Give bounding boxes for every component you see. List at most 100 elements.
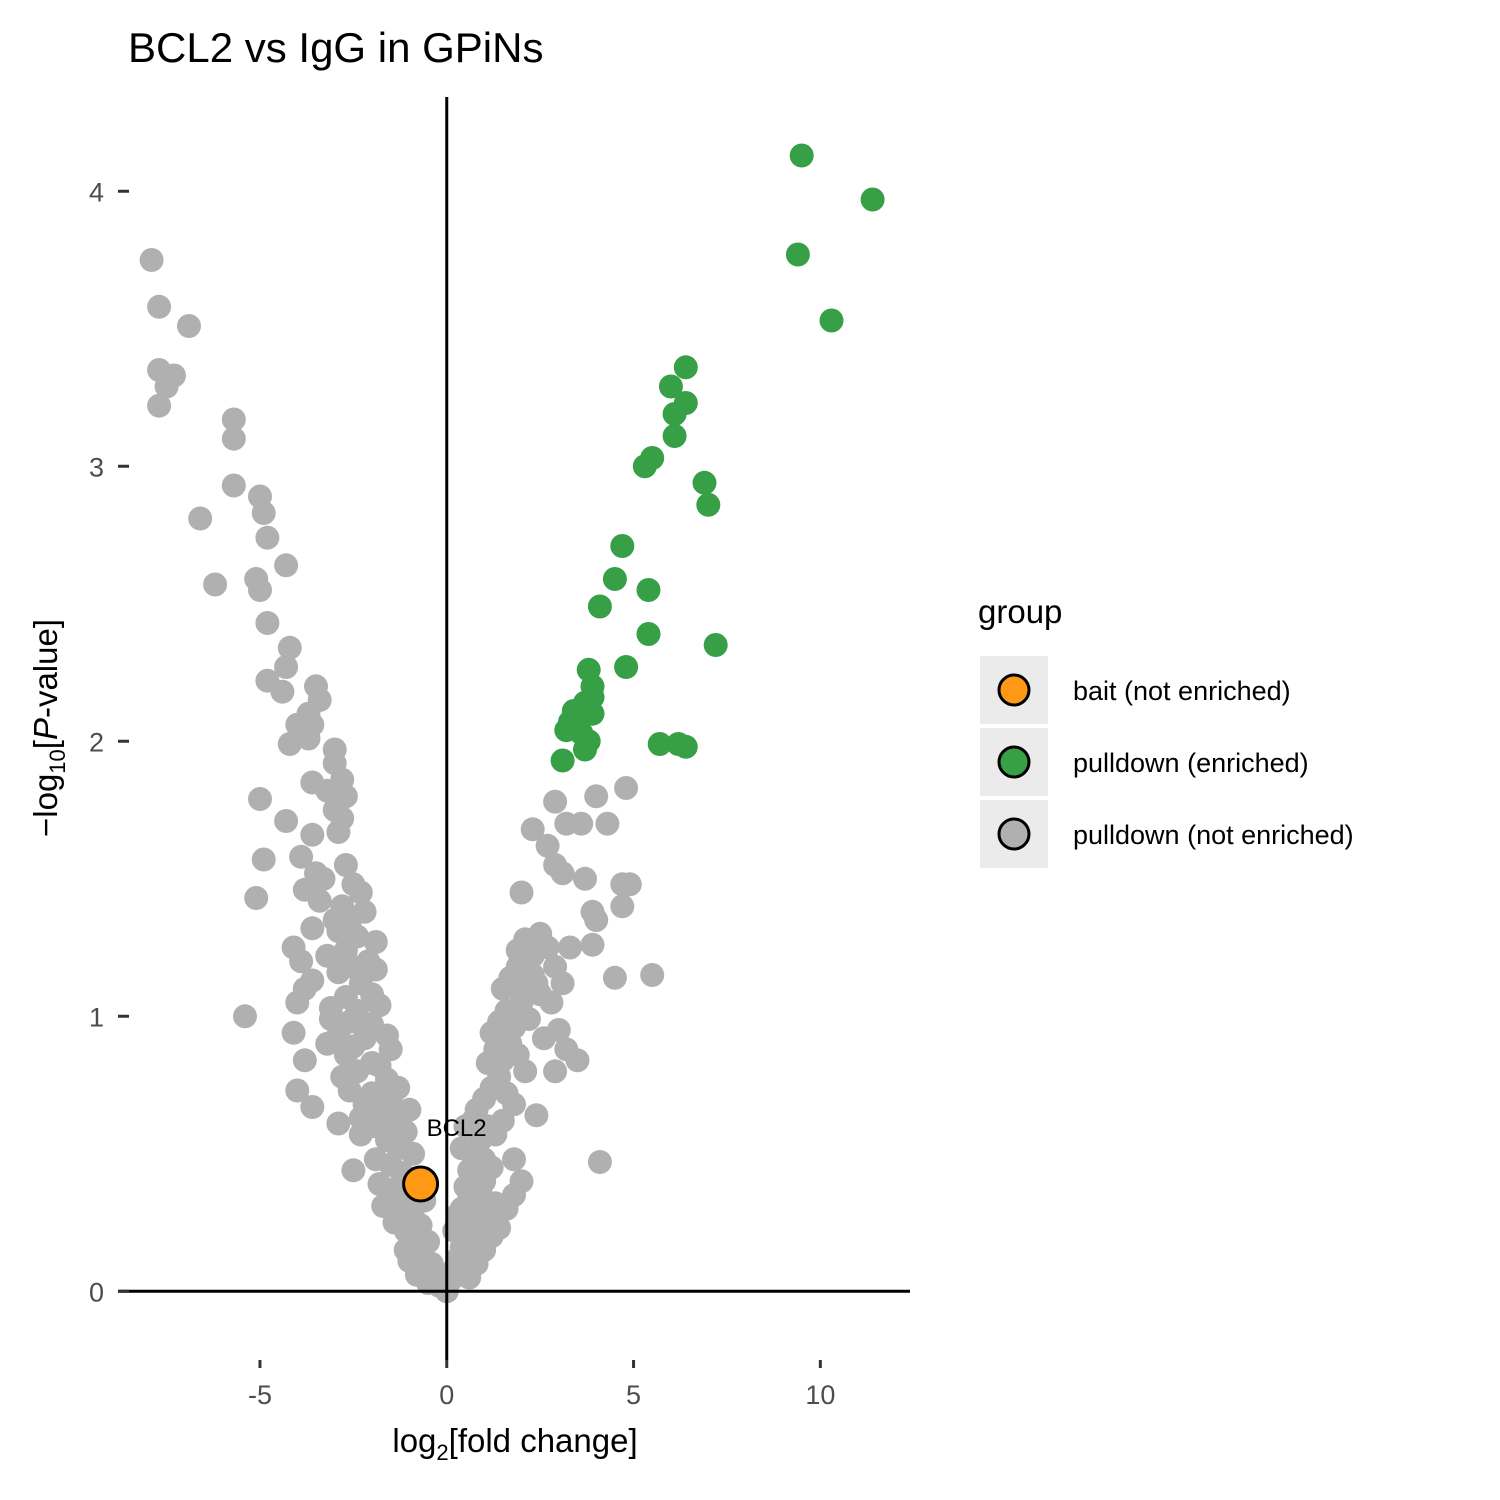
point-pulldown-not-enriched	[251, 847, 276, 872]
point-pulldown-not-enriched	[535, 935, 560, 960]
point-pulldown-not-enriched	[587, 1150, 612, 1174]
y-axis-title: −log10[P-value]	[27, 619, 70, 837]
point-pulldown-enriched	[785, 242, 810, 267]
point-pulldown-enriched	[632, 454, 657, 479]
point-pulldown-not-enriched	[520, 817, 545, 842]
y-tick-label: 2	[89, 727, 104, 757]
point-pulldown-not-enriched	[460, 1108, 485, 1133]
point-pulldown-not-enriched	[502, 1147, 526, 1172]
point-pulldown-not-enriched	[367, 993, 392, 1018]
point-pulldown-not-enriched	[363, 930, 388, 954]
point-pulldown-enriched	[860, 187, 885, 212]
y-tick-label: 4	[89, 177, 104, 207]
point-pulldown-not-enriched	[285, 990, 310, 1015]
point-pulldown-enriched	[573, 737, 597, 762]
point-pulldown-not-enriched	[573, 866, 597, 891]
point-pulldown-not-enriched	[188, 506, 213, 531]
reference-lines	[118, 97, 910, 1360]
point-pulldown-not-enriched	[147, 294, 172, 319]
point-pulldown-enriched	[602, 567, 627, 591]
point-pulldown-not-enriched	[326, 820, 351, 844]
point-pulldown-not-enriched	[565, 1048, 590, 1073]
point-pulldown-not-enriched	[315, 778, 340, 803]
point-pulldown-not-enriched	[255, 525, 280, 550]
point-pulldown-not-enriched	[348, 1122, 373, 1147]
point-pulldown-not-enriched	[326, 960, 351, 985]
point-pulldown-not-enriched	[524, 971, 549, 996]
point-pulldown-not-enriched	[311, 866, 336, 891]
x-axis-title: log2[fold change]	[392, 1422, 637, 1465]
point-pulldown-enriched	[658, 374, 683, 399]
point-pulldown-enriched	[673, 734, 698, 759]
point-pulldown-not-enriched	[274, 553, 299, 578]
point-pulldown-not-enriched	[595, 811, 620, 836]
point-pulldown-not-enriched	[580, 932, 605, 957]
legend-key-dot	[997, 745, 1031, 779]
point-pulldown-not-enriched	[610, 894, 635, 919]
point-pulldown-not-enriched	[296, 726, 321, 751]
point-pulldown-not-enriched	[602, 965, 627, 990]
x-tick-label: 10	[805, 1380, 835, 1410]
point-pulldown-not-enriched	[244, 886, 269, 910]
point-pulldown-not-enriched	[617, 872, 642, 897]
point-pulldown-enriched	[673, 355, 698, 380]
point-pulldown-not-enriched	[251, 501, 276, 525]
chart-title: BCL2 vs IgG in GPiNs	[128, 24, 543, 71]
point-pulldown-not-enriched	[558, 935, 582, 960]
point-pulldown-not-enriched	[300, 1095, 325, 1119]
point-pulldown-not-enriched	[289, 949, 314, 974]
point-pulldown-not-enriched	[270, 679, 295, 704]
bait-annotation: BCL2	[427, 1115, 487, 1142]
legend-key-dot	[997, 673, 1031, 707]
point-pulldown-not-enriched	[449, 1136, 474, 1161]
point-pulldown-not-enriched	[139, 248, 164, 272]
point-pulldown-not-enriched	[248, 578, 272, 602]
point-pulldown-enriched	[636, 578, 661, 602]
legend-label: bait (not enriched)	[1073, 676, 1291, 706]
point-pulldown-not-enriched	[535, 833, 560, 858]
point-pulldown-not-enriched	[300, 916, 325, 941]
legend-title: group	[978, 593, 1062, 630]
x-tick-label: 5	[626, 1380, 641, 1410]
point-bait-not-enriched	[402, 1165, 440, 1203]
y-tick-label: 1	[89, 1002, 104, 1032]
point-pulldown-not-enriched	[524, 1103, 549, 1128]
point-pulldown-not-enriched	[513, 1059, 538, 1084]
point-pulldown-not-enriched	[584, 784, 609, 809]
point-pulldown-not-enriched	[487, 1216, 512, 1240]
x-tick-label: 0	[439, 1380, 454, 1410]
point-pulldown-not-enriched	[341, 1158, 366, 1183]
point-pulldown-not-enriched	[614, 776, 639, 800]
y-tick-label: 3	[89, 452, 104, 482]
point-pulldown-not-enriched	[285, 1078, 310, 1103]
point-pulldown-not-enriched	[546, 1018, 571, 1042]
point-pulldown-not-enriched	[300, 822, 325, 847]
point-pulldown-not-enriched	[221, 426, 246, 451]
point-pulldown-enriched	[550, 748, 575, 773]
legend-label: pulldown (enriched)	[1073, 748, 1309, 778]
point-pulldown-not-enriched	[333, 853, 358, 877]
point-pulldown-not-enriched	[307, 888, 332, 913]
point-pulldown-not-enriched	[446, 1202, 470, 1227]
point-pulldown-not-enriched	[154, 374, 179, 399]
point-pulldown-enriched	[614, 655, 639, 679]
point-pulldown-enriched	[662, 402, 687, 426]
point-pulldown-not-enriched	[326, 919, 351, 943]
axis-ticks: -5 0 5 10 0 1 2 3 4	[89, 177, 835, 1410]
point-pulldown-not-enriched	[147, 393, 172, 418]
point-pulldown-enriched	[662, 424, 687, 448]
point-pulldown-enriched	[647, 732, 672, 756]
point-pulldown-not-enriched	[292, 1048, 317, 1073]
point-pulldown-not-enriched	[516, 1007, 541, 1031]
points-layer	[139, 143, 885, 1304]
point-pulldown-not-enriched	[509, 880, 534, 905]
point-pulldown-not-enriched	[543, 1059, 568, 1084]
point-pulldown-not-enriched	[221, 407, 246, 432]
point-pulldown-not-enriched	[281, 1020, 306, 1045]
point-pulldown-not-enriched	[177, 314, 201, 338]
point-pulldown-not-enriched	[277, 635, 302, 660]
point-pulldown-not-enriched	[550, 971, 575, 996]
legend-label: pulldown (not enriched)	[1073, 820, 1354, 850]
point-pulldown-not-enriched	[502, 1092, 526, 1117]
